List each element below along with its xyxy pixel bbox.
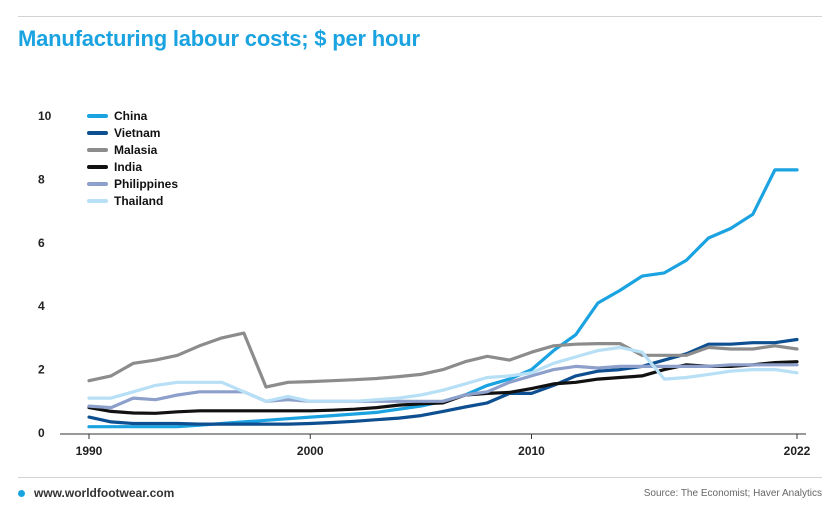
y-tick-label-8: 8 — [38, 172, 45, 186]
series-line-malasia — [87, 331, 799, 389]
y-tick-label-6: 6 — [38, 236, 45, 250]
legend-label-india: India — [114, 160, 142, 174]
series-line-china — [87, 168, 799, 429]
legend-label-philippines: Philippines — [114, 177, 178, 191]
x-tick-label-2010: 2010 — [518, 444, 545, 458]
bullet-icon — [18, 489, 25, 497]
y-tick-label-10: 10 — [38, 109, 52, 123]
website-footer[interactable]: www.worldfootwear.com — [18, 486, 174, 500]
legend-label-thailand: Thailand — [114, 194, 163, 208]
y-tick-label-0: 0 — [38, 426, 45, 440]
x-tick-label-2022: 2022 — [784, 444, 811, 458]
y-tick-label-4: 4 — [38, 299, 45, 313]
x-tick-label-1990: 1990 — [76, 444, 103, 458]
source-note: Source: The Economist; Haver Analytics — [643, 488, 822, 499]
x-tick-label-2000: 2000 — [297, 444, 324, 458]
top-rule — [18, 16, 822, 17]
legend-label-china: China — [114, 109, 148, 123]
website-link[interactable]: www.worldfootwear.com — [34, 486, 175, 500]
legend-label-vietnam: Vietnam — [114, 126, 160, 140]
chart-title: Manufacturing labour costs; $ per hour — [18, 26, 420, 51]
y-tick-label-2: 2 — [38, 363, 45, 377]
series-line-philippines — [87, 363, 799, 410]
bottom-rule — [18, 477, 822, 478]
legend-label-malasia: Malasia — [114, 143, 158, 157]
series-line-thailand — [87, 345, 799, 403]
